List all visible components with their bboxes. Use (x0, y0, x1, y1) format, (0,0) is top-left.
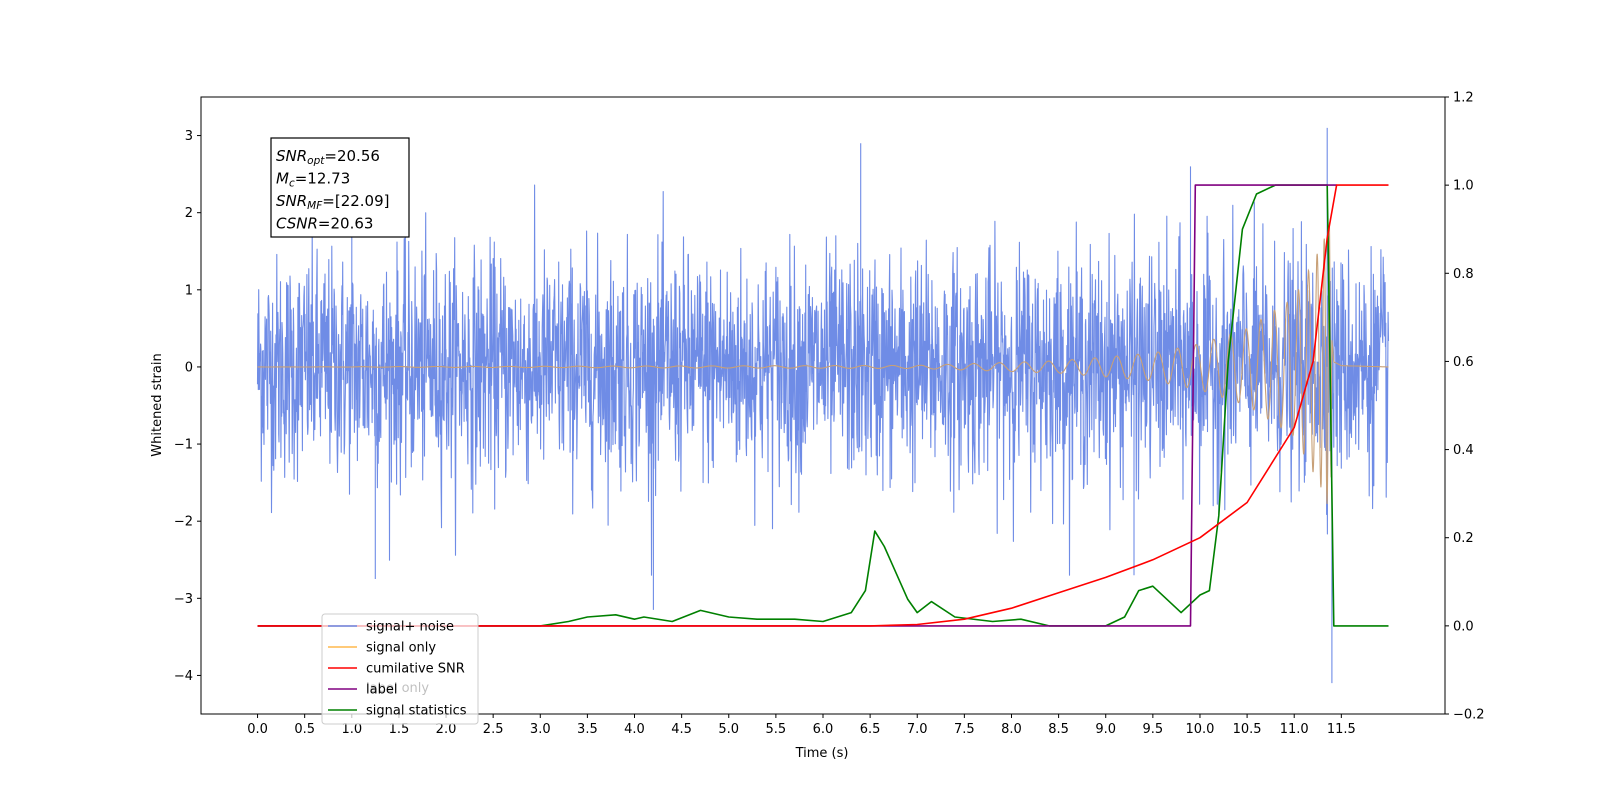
legend-item-label: cumilative SNR (366, 662, 465, 677)
x-tick-label: 4.5 (671, 722, 692, 737)
y-tick-label-right: −0.2 (1453, 708, 1485, 723)
y-axis-label-left: Whitened strain (150, 353, 165, 456)
cumulative-snr-line (257, 184, 1389, 627)
x-tick-label: 9.5 (1143, 722, 1164, 737)
annotation-line: SNRMF=[22.09] (276, 192, 390, 212)
x-tick-label: 2.0 (436, 722, 457, 737)
annotation-frame (270, 137, 410, 238)
series-signal-noise (256, 127, 1390, 684)
y-tick-label-left: −2 (174, 515, 193, 530)
y-tick-label-left: −3 (174, 592, 193, 607)
x-tick-label: 6.5 (860, 722, 881, 737)
y-tick-label-right: 0.2 (1453, 531, 1474, 546)
x-tick-label: 5.0 (718, 722, 739, 737)
x-tick-label: 1.5 (389, 722, 410, 737)
annotation-line: SNRopt=20.56 (276, 147, 380, 167)
x-tick-label: 2.5 (483, 722, 504, 737)
x-axis-label: Time (s) (795, 746, 849, 761)
legend-item-label: signal statistics (366, 704, 467, 719)
x-tick-label: 0.5 (294, 722, 315, 737)
y-tick-label-right: 0.8 (1453, 267, 1474, 282)
y-axis-right: −0.2 0.0 0.2 0.4 0.6 0.8 1.0 1.2 (1445, 91, 1485, 723)
legend-box (321, 613, 479, 725)
signal-statistics-line (257, 184, 1389, 627)
y-tick-label-left: 3 (185, 129, 193, 144)
x-tick-label: 7.5 (954, 722, 975, 737)
series-lines (257, 184, 1389, 627)
y-tick-label-right: 0.0 (1453, 619, 1474, 634)
x-axis: 0.0 0.5 1.0 1.5 2.0 2.5 3.0 3.5 4.0 4.5 5.0 5.5 6.0 6… (247, 714, 1356, 737)
signal-noise-line (256, 127, 1390, 684)
x-tick-label: 8.0 (1001, 722, 1022, 737)
x-tick-label: 8.5 (1048, 722, 1069, 737)
y-tick-label-right: 1.0 (1453, 179, 1474, 194)
annotation-line: Mc=12.73 (276, 170, 350, 190)
x-tick-label: 5.5 (766, 722, 787, 737)
y-axis-left: −4 −3 −2 −1 0 1 2 3 (174, 129, 201, 684)
x-tick-label: 0.0 (247, 722, 268, 737)
x-tick-label: 6.0 (813, 722, 834, 737)
y-tick-label-left: −1 (174, 438, 193, 453)
y-tick-label-left: −4 (174, 669, 193, 684)
x-tick-label: 7.0 (907, 722, 928, 737)
y-tick-label-left: 0 (185, 360, 193, 375)
y-tick-label-right: 0.6 (1453, 355, 1474, 370)
y-tick-label-left: 1 (185, 283, 193, 298)
x-tick-label: 11.5 (1327, 722, 1356, 737)
annotation-line: CSNR=20.63 (276, 215, 373, 233)
x-tick-label: 1.0 (341, 722, 362, 737)
legend-item-label: signal only (366, 641, 436, 656)
y-tick-label-left: 2 (185, 206, 193, 221)
legend-item-label: signal+ noise (366, 620, 454, 635)
x-tick-label: 4.0 (624, 722, 645, 737)
x-tick-label: 9.0 (1095, 722, 1116, 737)
x-tick-label: 10.0 (1185, 722, 1214, 737)
signal-only-line (257, 222, 1389, 505)
x-tick-label: 11.0 (1280, 722, 1309, 737)
legend-item-label: label (366, 683, 397, 698)
y-tick-label-right: 1.2 (1453, 91, 1474, 106)
x-tick-label: 10.5 (1233, 722, 1262, 737)
y-tick-label-right: 0.4 (1453, 443, 1474, 458)
x-tick-label: 3.0 (530, 722, 551, 737)
series-signal-only (257, 222, 1389, 505)
x-tick-label: 3.5 (577, 722, 598, 737)
